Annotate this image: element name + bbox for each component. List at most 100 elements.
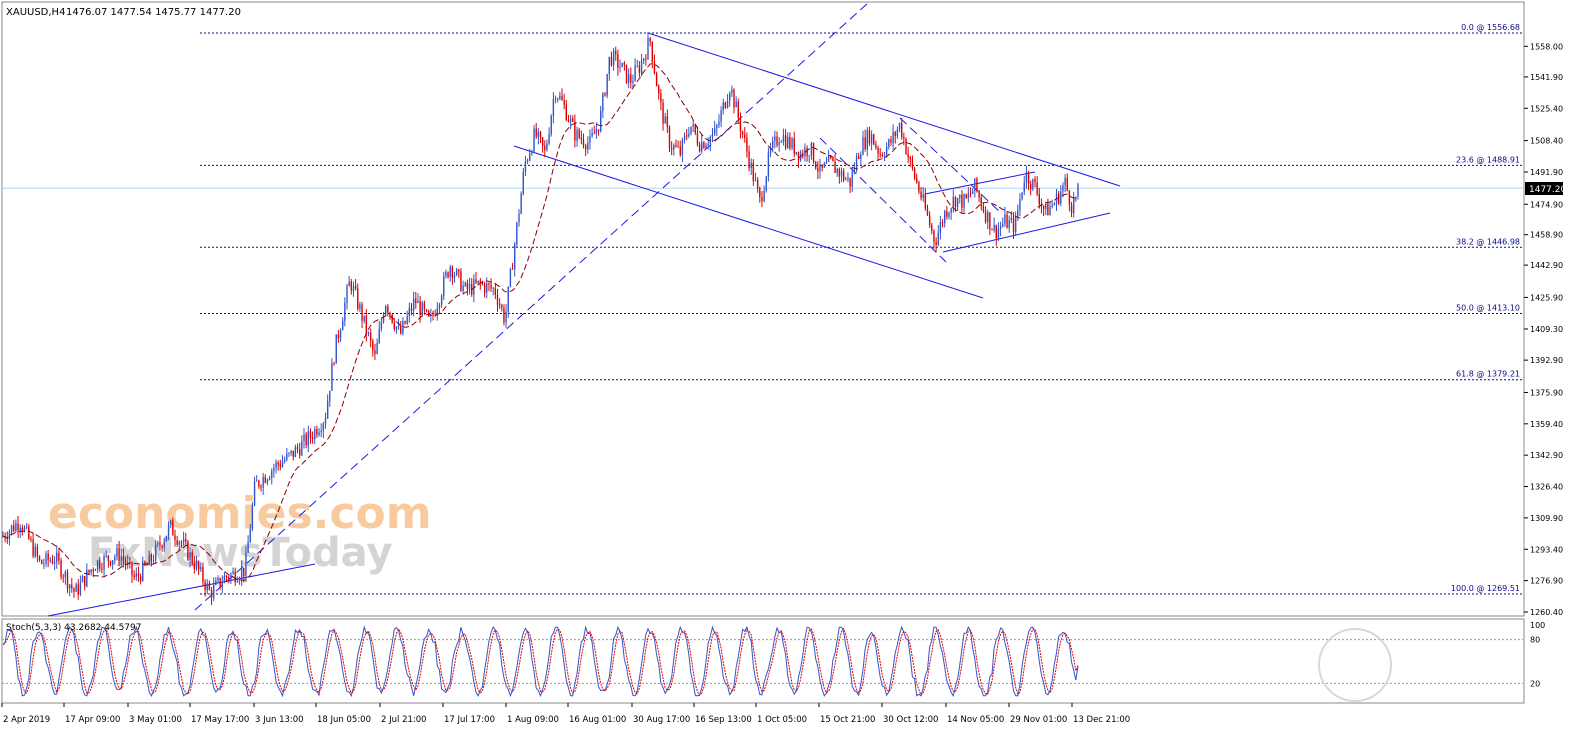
candle-body bbox=[326, 400, 329, 419]
candle-body bbox=[124, 560, 127, 565]
candle-body bbox=[90, 569, 92, 573]
candle-body bbox=[1021, 192, 1023, 200]
candle-body bbox=[1047, 203, 1049, 216]
candle-body bbox=[139, 576, 142, 581]
candle-body bbox=[950, 208, 952, 213]
y-tick-label: 1474.90 bbox=[1530, 200, 1563, 209]
candle-body bbox=[466, 282, 469, 290]
candle-body bbox=[610, 56, 613, 66]
candle-body bbox=[84, 576, 86, 587]
candle-body bbox=[314, 428, 316, 440]
candle-body bbox=[666, 116, 669, 128]
candle-body bbox=[1034, 178, 1036, 183]
candle-body bbox=[563, 100, 565, 105]
candle-body bbox=[522, 171, 524, 194]
candle-body bbox=[576, 129, 578, 141]
candle-body bbox=[959, 194, 961, 198]
y-tick-label: 1525.40 bbox=[1530, 104, 1563, 113]
candle-body bbox=[703, 142, 705, 149]
candle-body bbox=[638, 65, 641, 73]
candle-body bbox=[724, 102, 727, 108]
candle-body bbox=[185, 539, 187, 542]
candle-body bbox=[600, 111, 602, 132]
candle-body bbox=[210, 589, 213, 598]
candle-body bbox=[1036, 182, 1038, 194]
candle-body bbox=[1073, 198, 1075, 214]
candle-body bbox=[806, 148, 808, 157]
candle-body bbox=[690, 126, 692, 135]
candle-body bbox=[176, 540, 178, 545]
candle-body bbox=[769, 148, 772, 153]
candle-body bbox=[43, 563, 45, 565]
candle-body bbox=[264, 477, 266, 483]
candle-body bbox=[225, 575, 228, 578]
candle-body bbox=[243, 567, 245, 576]
fib-label: 50.0 @ 1413.10 bbox=[1456, 303, 1520, 312]
candle-body bbox=[668, 127, 671, 149]
candle-body bbox=[892, 132, 894, 143]
candle-body bbox=[180, 542, 183, 543]
candle-body bbox=[1008, 220, 1010, 229]
candle-body bbox=[32, 539, 34, 557]
candle-body bbox=[838, 168, 841, 177]
candle-body bbox=[219, 577, 221, 587]
candle-body bbox=[1002, 223, 1004, 227]
candle-body bbox=[348, 281, 350, 287]
candle-body bbox=[855, 156, 858, 170]
candle-body bbox=[722, 102, 724, 111]
candle-body bbox=[217, 577, 219, 581]
y-tick-label: 1359.40 bbox=[1530, 420, 1563, 429]
candle-body bbox=[432, 314, 434, 316]
candle-body bbox=[1068, 190, 1071, 205]
falling-wedge-line bbox=[899, 117, 1001, 213]
candle-body bbox=[967, 193, 970, 198]
candle-body bbox=[692, 124, 694, 127]
current-price-marker bbox=[1525, 182, 1563, 195]
candle-body bbox=[363, 315, 365, 321]
descending-channel-top bbox=[647, 32, 1121, 187]
candle-body bbox=[640, 60, 643, 73]
candle-body bbox=[406, 315, 408, 324]
candle-body bbox=[1066, 178, 1068, 191]
candle-body bbox=[94, 569, 97, 571]
candle-body bbox=[1062, 185, 1064, 192]
candle-body bbox=[92, 569, 94, 571]
candle-body bbox=[584, 145, 587, 150]
candle-body bbox=[249, 528, 251, 543]
candle-body bbox=[305, 434, 307, 446]
candle-body bbox=[754, 179, 757, 181]
candle-body bbox=[352, 286, 355, 291]
candle-body bbox=[606, 74, 608, 96]
candle-body bbox=[460, 271, 462, 291]
candle-body bbox=[436, 308, 438, 316]
candle-body bbox=[931, 225, 933, 231]
candle-body bbox=[174, 535, 176, 541]
candle-body bbox=[127, 561, 129, 565]
candle-body bbox=[896, 129, 899, 136]
triangle-lower-line bbox=[942, 212, 1111, 253]
candle-body bbox=[653, 61, 656, 74]
candle-body bbox=[195, 561, 198, 569]
triangle-upper-line bbox=[924, 171, 1036, 195]
candle-body bbox=[752, 162, 755, 181]
candle-body bbox=[453, 274, 456, 278]
candle-body bbox=[617, 54, 619, 68]
candle-body bbox=[574, 121, 576, 141]
candle-body bbox=[991, 229, 993, 231]
candle-body bbox=[492, 288, 494, 290]
candle-body bbox=[38, 556, 41, 561]
candle-body bbox=[888, 139, 890, 147]
candle-body bbox=[808, 155, 810, 157]
candle-body bbox=[954, 197, 957, 207]
candle-body bbox=[473, 279, 475, 295]
candle-body bbox=[505, 311, 507, 323]
candle-body bbox=[440, 296, 443, 305]
candle-body bbox=[204, 582, 206, 591]
candle-body bbox=[999, 226, 1002, 229]
candle-body bbox=[716, 125, 718, 129]
y-tick-label: 1375.90 bbox=[1530, 388, 1563, 397]
candle-body bbox=[236, 581, 239, 583]
candle-body bbox=[208, 583, 211, 590]
candle-body bbox=[834, 161, 836, 174]
